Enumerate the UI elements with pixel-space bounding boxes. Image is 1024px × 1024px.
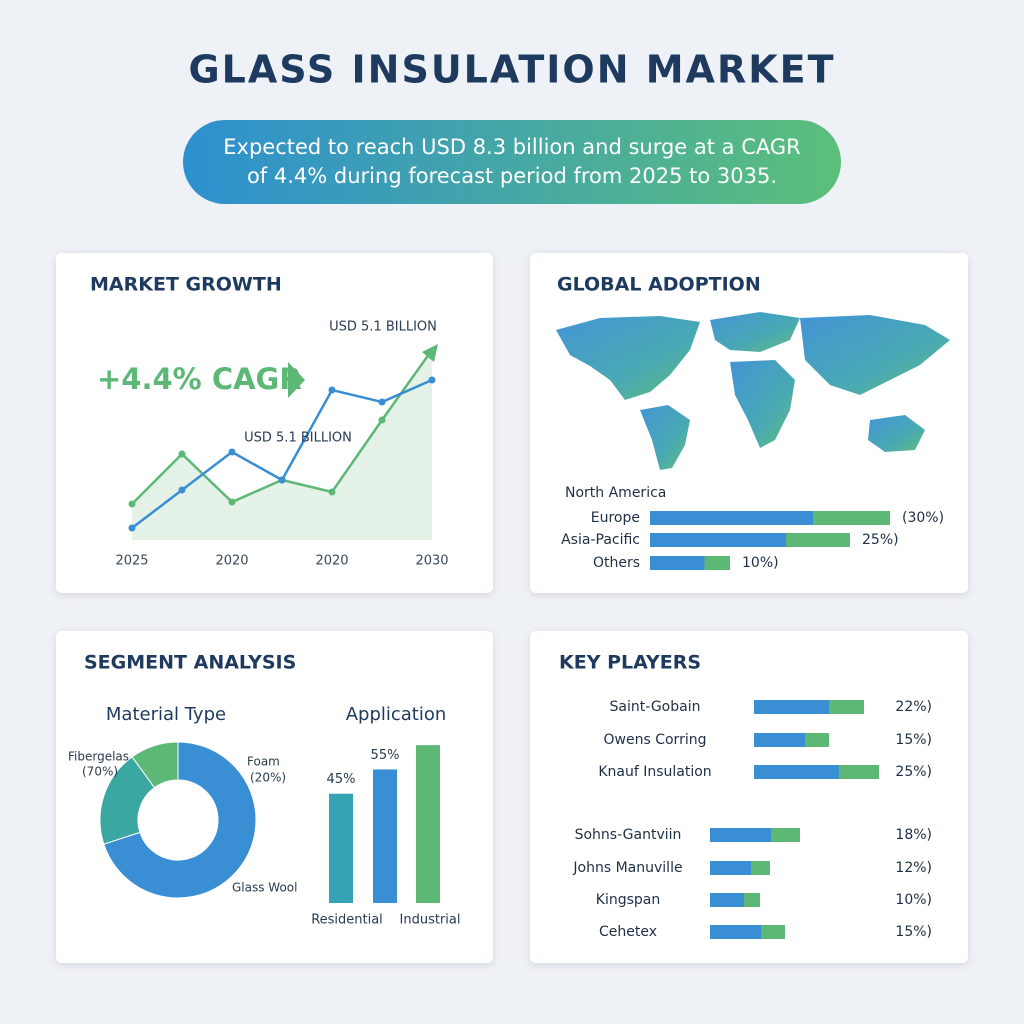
value-label: 10%) [742, 555, 779, 571]
bar [416, 745, 440, 903]
area [132, 350, 432, 540]
category-label: Others [593, 555, 640, 571]
bar [754, 765, 879, 779]
value-label: 15%) [895, 732, 932, 748]
x-tick-label: 2020 [315, 554, 348, 569]
value-label: 22%) [895, 699, 932, 715]
panel-title: GLOBAL ADOPTION [557, 274, 761, 296]
value-label: 10%) [895, 892, 932, 908]
value-label: 25%) [862, 532, 899, 548]
map-south-america [640, 405, 690, 470]
page-title: GLASS INSULATION MARKET [188, 48, 835, 92]
bar [710, 893, 760, 907]
bar [710, 861, 770, 875]
x-tick-label: Industrial [400, 913, 461, 928]
chart-title: Material Type [106, 704, 226, 725]
value-label: 15%) [895, 924, 932, 940]
value-label: 25%) [895, 764, 932, 780]
category-label: Europe [591, 510, 640, 526]
category-label: Kingspan [596, 892, 660, 908]
point [128, 500, 136, 508]
value-label: 55% [371, 748, 400, 763]
map-africa [730, 360, 795, 448]
point [178, 450, 186, 458]
donut-slice [131, 741, 179, 789]
value-label: 12%) [895, 860, 932, 876]
bar [754, 700, 864, 714]
panel-title: SEGMENT ANALYSIS [84, 652, 296, 674]
world-map [556, 312, 950, 470]
value-label: (70%) [82, 765, 118, 779]
point [178, 486, 186, 494]
point [278, 476, 286, 484]
annotation: USD 5.1 BILLION [244, 431, 352, 446]
category-label: Johns Manuville [572, 860, 682, 876]
category-label: Knauf Insulation [598, 764, 711, 780]
point [128, 524, 136, 532]
category-label: North America [565, 485, 666, 501]
panel-title: MARKET GROWTH [90, 274, 282, 296]
x-tick-label: 2020 [215, 554, 248, 569]
map-europe [710, 312, 800, 352]
point [328, 488, 336, 496]
value-label: (20%) [250, 771, 286, 785]
x-tick-label: Residential [311, 913, 383, 928]
point [328, 386, 336, 394]
bar [650, 533, 850, 547]
subtitle-line: Expected to reach USD 8.3 billion and su… [223, 135, 801, 159]
bar [373, 769, 397, 903]
annotation: USD 5.1 BILLION [329, 320, 437, 335]
category-label: Sohns-Gantviin [575, 827, 682, 843]
bar [650, 556, 730, 570]
category-label: Owens Corring [604, 732, 707, 748]
point [378, 416, 386, 424]
value-label: 45% [327, 772, 356, 787]
point [228, 448, 236, 456]
map-australia [868, 415, 925, 452]
panel-title: KEY PLAYERS [559, 652, 701, 674]
chart-title: Application [346, 704, 447, 725]
map-asia [800, 315, 950, 395]
cagr-label: +4.4% CAGR [97, 362, 302, 396]
bar [329, 793, 353, 903]
x-tick-label: 2025 [115, 554, 148, 569]
bar [650, 511, 890, 525]
bar [710, 828, 800, 842]
subtitle-pill [183, 120, 841, 204]
donut-slice [103, 741, 257, 899]
panel [530, 631, 968, 963]
cagr-arrow [288, 362, 305, 398]
bar [754, 733, 829, 747]
slice-label: Glass Wool [232, 881, 297, 895]
slice-label: Foam [247, 755, 280, 769]
subtitle-line: of 4.4% during forecast period from 2025… [247, 164, 777, 188]
arrowhead [422, 344, 438, 362]
point [378, 398, 386, 406]
value-label: 18%) [895, 827, 932, 843]
slice-label: Fibergelas [68, 750, 129, 764]
category-label: Saint-Gobain [610, 699, 701, 715]
point [428, 376, 436, 384]
x-tick-label: 2030 [415, 554, 448, 569]
bar [710, 925, 785, 939]
value-label: (30%) [902, 510, 944, 526]
point [228, 498, 236, 506]
category-label: Cehetex [599, 924, 657, 940]
map-north-america [556, 316, 700, 400]
category-label: Asia-Pacific [561, 532, 640, 548]
